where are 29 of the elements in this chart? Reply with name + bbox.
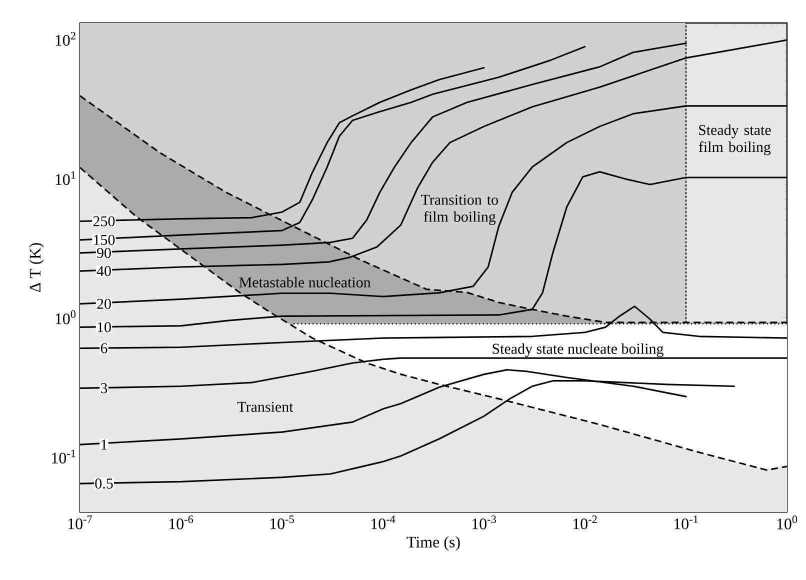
series-label: 6 — [100, 343, 108, 354]
y-tick-label: 10$^{0}$ — [56, 310, 76, 324]
series-label: 10 — [98, 322, 111, 332]
series-label: 90 — [96, 248, 111, 258]
annotation: Transition to film boiling — [421, 194, 498, 225]
x-tick-label: 10$^{-6}$ — [169, 516, 194, 530]
series-label: 1 — [102, 440, 107, 450]
y-tick-label: 10$^{1}$ — [56, 171, 76, 186]
x-tick-label: 10$^{-1}$ — [674, 516, 698, 530]
x-tick-label: 10$^{-2}$ — [573, 516, 597, 530]
series-label: 0.5 — [95, 478, 113, 489]
x-axis-title: Time (s) — [406, 536, 460, 551]
x-tick-label: 10$^{-3}$ — [472, 516, 496, 530]
x-tick-label: 10$^{0}$ — [777, 516, 798, 530]
annotation: Metastable nucleation — [239, 276, 371, 288]
y-axis-title: Δ T (K) — [29, 243, 44, 292]
x-tick-label: 10$^{-7}$ — [68, 516, 92, 530]
x-tick-label: 10$^{-5}$ — [270, 516, 294, 530]
annotation: Steady state nucleate boiling — [492, 343, 664, 357]
y-tick-label: 10$^{-1}$ — [52, 450, 76, 464]
series-label: 150 — [94, 234, 115, 245]
series-label: 3 — [100, 383, 108, 394]
series-label: 20 — [97, 298, 111, 309]
series-label: 250 — [93, 216, 115, 226]
annotation: Transient — [237, 402, 294, 412]
y-tick-label: 10$^{2}$ — [56, 32, 76, 46]
x-tick-label: 10$^{-4}$ — [371, 516, 396, 530]
annotation: Steady state film boiling — [698, 124, 771, 156]
series-label: 40 — [96, 266, 111, 276]
